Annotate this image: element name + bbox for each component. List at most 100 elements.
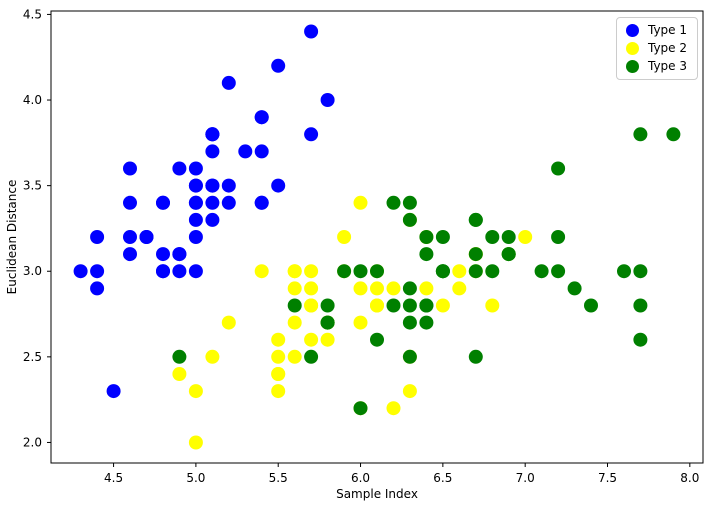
data-point-series-2 <box>287 349 302 364</box>
legend-label-type-1: Type 1 <box>647 23 687 37</box>
data-point-series-1 <box>188 212 203 227</box>
data-point-series-1 <box>90 230 105 244</box>
data-point-series-2 <box>271 349 286 364</box>
data-point-series-3 <box>633 298 648 313</box>
plot-border <box>50 10 704 464</box>
legend-item-type-3: Type 3 <box>625 59 687 73</box>
data-point-series-1 <box>271 58 286 73</box>
data-point-series-2 <box>370 298 384 313</box>
type-3-marker-icon <box>625 60 639 73</box>
y-axis-label: Euclidean Distance <box>5 180 19 295</box>
data-point-series-3 <box>551 161 566 176</box>
data-point-series-1 <box>304 24 319 39</box>
data-point-series-1 <box>271 178 286 193</box>
legend-item-type-2: Type 2 <box>625 41 687 55</box>
data-point-series-1 <box>320 93 335 107</box>
data-point-series-1 <box>123 230 137 244</box>
data-point-series-1 <box>123 195 137 210</box>
data-point-series-3 <box>402 195 417 210</box>
data-point-series-1 <box>90 281 105 296</box>
data-point-series-2 <box>435 298 450 313</box>
data-point-series-1 <box>156 195 170 210</box>
data-point-series-1 <box>172 264 187 279</box>
data-point-series-3 <box>567 281 582 296</box>
data-point-series-3 <box>402 349 417 364</box>
data-point-series-2 <box>172 367 187 381</box>
data-point-series-2 <box>386 281 401 296</box>
data-point-series-1 <box>156 247 170 262</box>
data-point-series-3 <box>419 230 434 244</box>
data-point-series-2 <box>353 281 368 296</box>
y-tick-label: 4.5 <box>23 7 42 21</box>
data-point-series-3 <box>386 298 401 313</box>
data-point-series-2 <box>320 332 335 347</box>
data-point-series-2 <box>419 281 434 296</box>
x-tick-label: 8.0 <box>680 471 699 485</box>
data-point-series-3 <box>551 230 566 244</box>
data-point-series-2 <box>402 384 417 399</box>
data-point-series-2 <box>353 195 368 210</box>
data-point-series-3 <box>386 195 401 210</box>
data-point-series-2 <box>353 315 368 330</box>
data-point-series-1 <box>205 212 220 227</box>
data-point-series-2 <box>304 264 319 279</box>
data-point-series-3 <box>402 315 417 330</box>
legend-label-type-3: Type 3 <box>647 59 687 73</box>
data-point-series-2 <box>304 298 319 313</box>
data-point-series-3 <box>435 264 450 279</box>
data-point-series-3 <box>402 298 417 313</box>
data-point-series-1 <box>106 384 121 399</box>
data-point-series-2 <box>518 230 533 244</box>
data-point-series-3 <box>617 264 631 279</box>
data-point-series-1 <box>221 195 236 210</box>
type-2-marker-icon <box>625 42 639 55</box>
legend-label-type-2: Type 2 <box>647 41 687 55</box>
data-point-series-3 <box>320 315 335 330</box>
type-1-marker-icon <box>625 24 639 37</box>
data-point-series-3 <box>485 230 500 244</box>
data-point-series-3 <box>304 349 319 364</box>
data-point-series-3 <box>468 349 483 364</box>
x-axis-label: Sample Index <box>336 487 418 501</box>
data-point-series-2 <box>304 332 319 347</box>
data-point-series-2 <box>254 264 269 279</box>
data-point-series-2 <box>287 281 302 296</box>
data-point-series-3 <box>435 230 450 244</box>
data-point-series-3 <box>353 264 368 279</box>
x-tick-label: 7.0 <box>516 471 535 485</box>
data-point-series-2 <box>205 349 220 364</box>
y-tick-label: 3.5 <box>23 179 42 193</box>
data-point-series-2 <box>452 281 467 296</box>
data-point-series-2 <box>271 332 286 347</box>
data-point-series-3 <box>353 401 368 416</box>
data-point-series-3 <box>501 247 516 262</box>
data-point-series-2 <box>304 281 319 296</box>
data-point-series-3 <box>419 247 434 262</box>
data-point-series-3 <box>402 212 417 227</box>
data-point-series-3 <box>419 298 434 313</box>
data-point-series-1 <box>123 161 137 176</box>
data-point-series-3 <box>370 332 384 347</box>
x-tick-label: 6.5 <box>433 471 452 485</box>
data-point-series-1 <box>73 264 88 279</box>
x-tick-label: 7.5 <box>598 471 617 485</box>
legend: Type 1 Type 2 Type 3 <box>615 17 698 80</box>
data-point-series-3 <box>287 298 302 313</box>
legend-item-type-1: Type 1 <box>625 23 687 37</box>
data-point-series-2 <box>221 315 236 330</box>
data-point-series-3 <box>633 127 648 142</box>
data-point-series-1 <box>188 230 203 244</box>
data-point-series-3 <box>337 264 352 279</box>
data-point-series-2 <box>287 264 302 279</box>
data-point-series-3 <box>320 298 335 313</box>
y-tick-label: 2.0 <box>23 435 42 449</box>
data-point-series-3 <box>402 281 417 296</box>
data-point-series-3 <box>468 247 483 262</box>
data-point-series-1 <box>188 264 203 279</box>
data-point-series-3 <box>633 264 648 279</box>
data-point-series-3 <box>419 315 434 330</box>
data-point-series-3 <box>584 298 598 313</box>
data-point-series-1 <box>188 161 203 176</box>
